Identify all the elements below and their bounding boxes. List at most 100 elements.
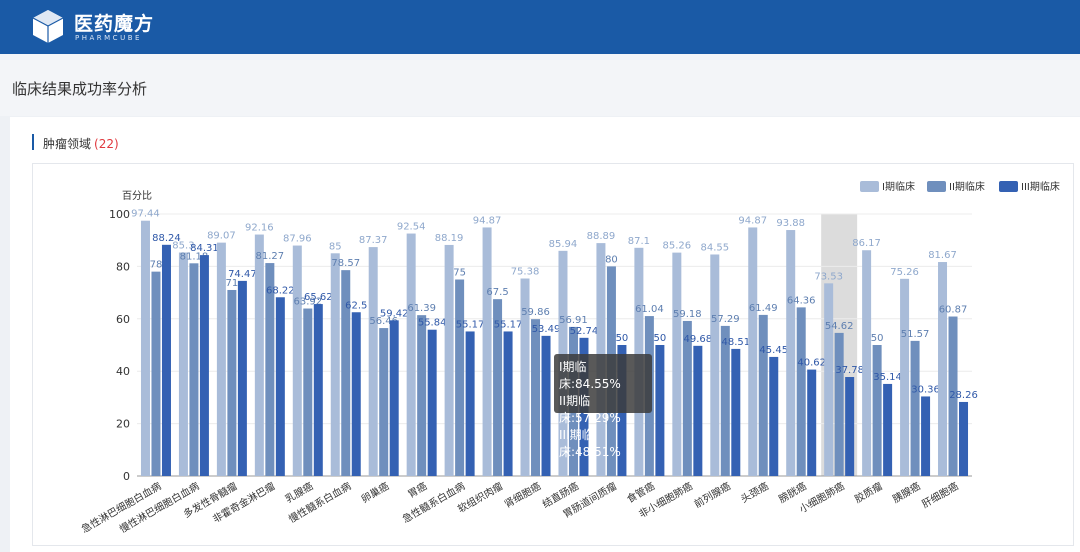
section-accent-bar bbox=[32, 134, 34, 150]
data-label: 51.57 bbox=[901, 329, 930, 340]
bar bbox=[140, 220, 150, 476]
data-label: 49.68 bbox=[684, 334, 713, 345]
data-label: 56.91 bbox=[559, 315, 588, 326]
data-label: 56.46 bbox=[369, 316, 398, 327]
data-label: 73.53 bbox=[814, 271, 843, 282]
bar bbox=[948, 316, 958, 476]
chart-tooltip: I期临床:84.55% II期临床:57.29% III期临床:48.51% bbox=[554, 354, 652, 459]
y-tick-label: 40 bbox=[116, 365, 130, 378]
data-label: 81.27 bbox=[256, 251, 285, 262]
bar bbox=[227, 289, 237, 476]
bar bbox=[493, 299, 503, 476]
data-label: 59.18 bbox=[673, 309, 702, 320]
bar bbox=[465, 331, 475, 476]
data-label: 92.54 bbox=[397, 222, 426, 233]
data-label: 40.62 bbox=[797, 358, 826, 369]
bar bbox=[710, 254, 720, 476]
legend-label: II期临床 bbox=[949, 180, 985, 193]
data-label: 68.22 bbox=[266, 285, 295, 296]
bar bbox=[368, 247, 378, 476]
bar bbox=[503, 331, 513, 476]
data-label: 84.55 bbox=[700, 242, 729, 253]
data-label: 80 bbox=[605, 254, 618, 265]
legend-swatch bbox=[927, 181, 946, 192]
tooltip-line-phase2: II期临床:57.29% bbox=[559, 394, 621, 425]
x-tick-label: 肝细胞癌 bbox=[919, 479, 960, 510]
bar bbox=[444, 244, 454, 476]
data-label: 52.74 bbox=[570, 326, 599, 337]
bar bbox=[427, 329, 437, 476]
data-label: 61.39 bbox=[407, 303, 436, 314]
bar bbox=[682, 320, 692, 476]
bar bbox=[872, 345, 882, 476]
bar bbox=[303, 308, 313, 476]
bar bbox=[959, 401, 969, 476]
page-title: 临床结果成功率分析 bbox=[12, 80, 148, 98]
section-title: 肿瘤领域 (22) bbox=[43, 135, 119, 152]
data-label: 55.17 bbox=[456, 319, 485, 330]
bar bbox=[921, 396, 931, 476]
data-label: 85.3 bbox=[172, 241, 194, 252]
bar bbox=[862, 250, 872, 476]
data-label: 59.86 bbox=[521, 307, 550, 318]
data-label: 61.04 bbox=[635, 304, 664, 315]
brand-name[interactable]: 医药魔方 bbox=[74, 13, 155, 35]
bar bbox=[758, 314, 768, 476]
bar bbox=[748, 227, 758, 476]
bar bbox=[720, 325, 730, 476]
bar bbox=[341, 270, 351, 476]
brand-subtitle: PHARMCUBE bbox=[75, 34, 142, 42]
data-label: 50 bbox=[616, 333, 629, 344]
bar bbox=[693, 345, 703, 476]
section-count: (22) bbox=[94, 137, 119, 151]
bar bbox=[254, 234, 264, 476]
bar bbox=[883, 383, 893, 476]
legend-label: I期临床 bbox=[882, 180, 915, 193]
x-tick-label: 慢性髓系白血病 bbox=[286, 479, 353, 525]
data-label: 75.38 bbox=[511, 267, 540, 278]
y-tick-label: 20 bbox=[116, 418, 130, 431]
cube-logo-icon bbox=[32, 10, 64, 43]
data-label: 63.92 bbox=[293, 297, 322, 308]
data-label: 88.89 bbox=[587, 231, 616, 242]
data-label: 94.87 bbox=[738, 215, 767, 226]
data-label: 94.87 bbox=[473, 215, 502, 226]
bar bbox=[313, 304, 323, 476]
data-label: 55.17 bbox=[494, 319, 523, 330]
bar bbox=[216, 242, 226, 476]
x-tick-label: 前列腺癌 bbox=[692, 479, 733, 510]
data-label: 64.36 bbox=[787, 295, 816, 306]
data-label: 37.78 bbox=[835, 365, 864, 376]
bar bbox=[292, 245, 302, 476]
data-label: 50 bbox=[871, 333, 884, 344]
bar bbox=[455, 279, 465, 476]
bar bbox=[796, 307, 806, 476]
bar bbox=[237, 280, 247, 476]
bar bbox=[178, 252, 188, 476]
x-tick-label: 胶质瘤 bbox=[852, 479, 884, 505]
y-tick-label: 100 bbox=[109, 208, 130, 221]
data-label: 87.1 bbox=[628, 236, 650, 247]
data-label: 54.62 bbox=[825, 321, 854, 332]
data-label: 75.26 bbox=[890, 267, 919, 278]
data-label: 85 bbox=[329, 241, 342, 252]
x-tick-label: 头颈癌 bbox=[738, 479, 770, 505]
data-label: 67.5 bbox=[486, 287, 508, 298]
data-label: 30.36 bbox=[911, 384, 940, 395]
data-label: 88.19 bbox=[435, 233, 464, 244]
bar bbox=[482, 227, 492, 476]
data-label: 88.24 bbox=[152, 233, 181, 244]
chart-frame bbox=[32, 163, 1074, 546]
y-axis-label: 百分比 bbox=[122, 190, 152, 202]
x-tick-label: 胃癌 bbox=[405, 479, 429, 500]
data-label: 62.5 bbox=[345, 300, 367, 311]
y-tick-label: 0 bbox=[123, 470, 130, 483]
legend-swatch bbox=[999, 181, 1018, 192]
data-label: 92.16 bbox=[245, 223, 274, 234]
bar bbox=[824, 283, 834, 476]
data-label: 71 bbox=[226, 278, 239, 289]
data-label: 85.94 bbox=[549, 239, 578, 250]
bar bbox=[275, 297, 285, 476]
bar bbox=[417, 315, 427, 476]
